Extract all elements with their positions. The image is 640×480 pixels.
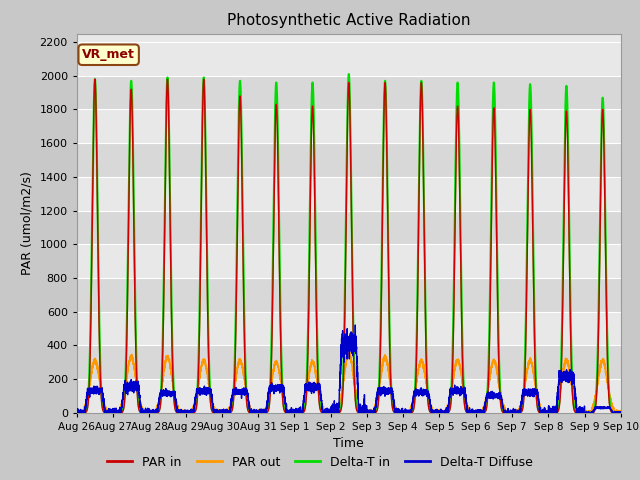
Delta-T in [615,410,623,416]
Title: Photosynthetic Active Radiation: Photosynthetic Active Radiation [227,13,470,28]
Delta-T Diffuse [189,408,197,413]
PAR in [501,410,509,416]
X-axis label: Time: Time [333,437,364,450]
Delta-T in [501,410,509,416]
Text: VR_met: VR_met [82,48,135,61]
Delta-T Diffuse [501,410,509,416]
Bar [77,76,621,109]
Delta-T Diffuse [424,389,431,395]
Delta-T Diffuse [73,410,81,416]
Line: Delta-T Diffuse: Delta-T Diffuse [77,325,621,413]
Delta-T in [73,410,81,416]
PAR out [615,410,623,416]
Bar [77,379,621,413]
PAR out [424,391,432,397]
PAR out [189,407,197,412]
PAR out [346,348,353,354]
PAR in [189,410,197,416]
Line: PAR out: PAR out [77,351,621,413]
PAR out [73,410,81,416]
Bar [77,244,621,278]
Line: PAR in: PAR in [77,79,621,413]
Delta-T in [184,410,191,416]
PAR in [424,397,431,403]
Bar [77,109,621,143]
PAR out [501,410,509,416]
Line: Delta-T in: Delta-T in [77,74,621,413]
PAR out [617,410,625,416]
PAR in [91,76,99,82]
PAR in [184,410,191,416]
Y-axis label: PAR (umol/m2/s): PAR (umol/m2/s) [21,171,34,275]
PAR in [73,410,81,416]
Delta-T in [424,391,431,396]
PAR out [184,408,191,414]
PAR in [617,410,625,416]
Delta-T Diffuse [184,410,191,416]
Bar [77,177,621,211]
Delta-T in [345,71,353,77]
Bar [77,346,621,379]
Delta-T Diffuse [617,410,625,416]
Bar [77,278,621,312]
Delta-T in [276,308,284,313]
Delta-T Diffuse [276,385,284,391]
PAR out [73,409,81,415]
Delta-T in [189,410,197,416]
Delta-T in [617,410,625,416]
Bar [77,143,621,177]
Bar [77,42,621,76]
PAR out [276,375,284,381]
PAR in [615,410,623,416]
Delta-T Diffuse [351,322,359,328]
Delta-T Diffuse [615,409,623,415]
Bar [77,312,621,346]
Bar [77,211,621,244]
PAR in [276,333,284,339]
Legend: PAR in, PAR out, Delta-T in, Delta-T Diffuse: PAR in, PAR out, Delta-T in, Delta-T Dif… [102,451,538,474]
